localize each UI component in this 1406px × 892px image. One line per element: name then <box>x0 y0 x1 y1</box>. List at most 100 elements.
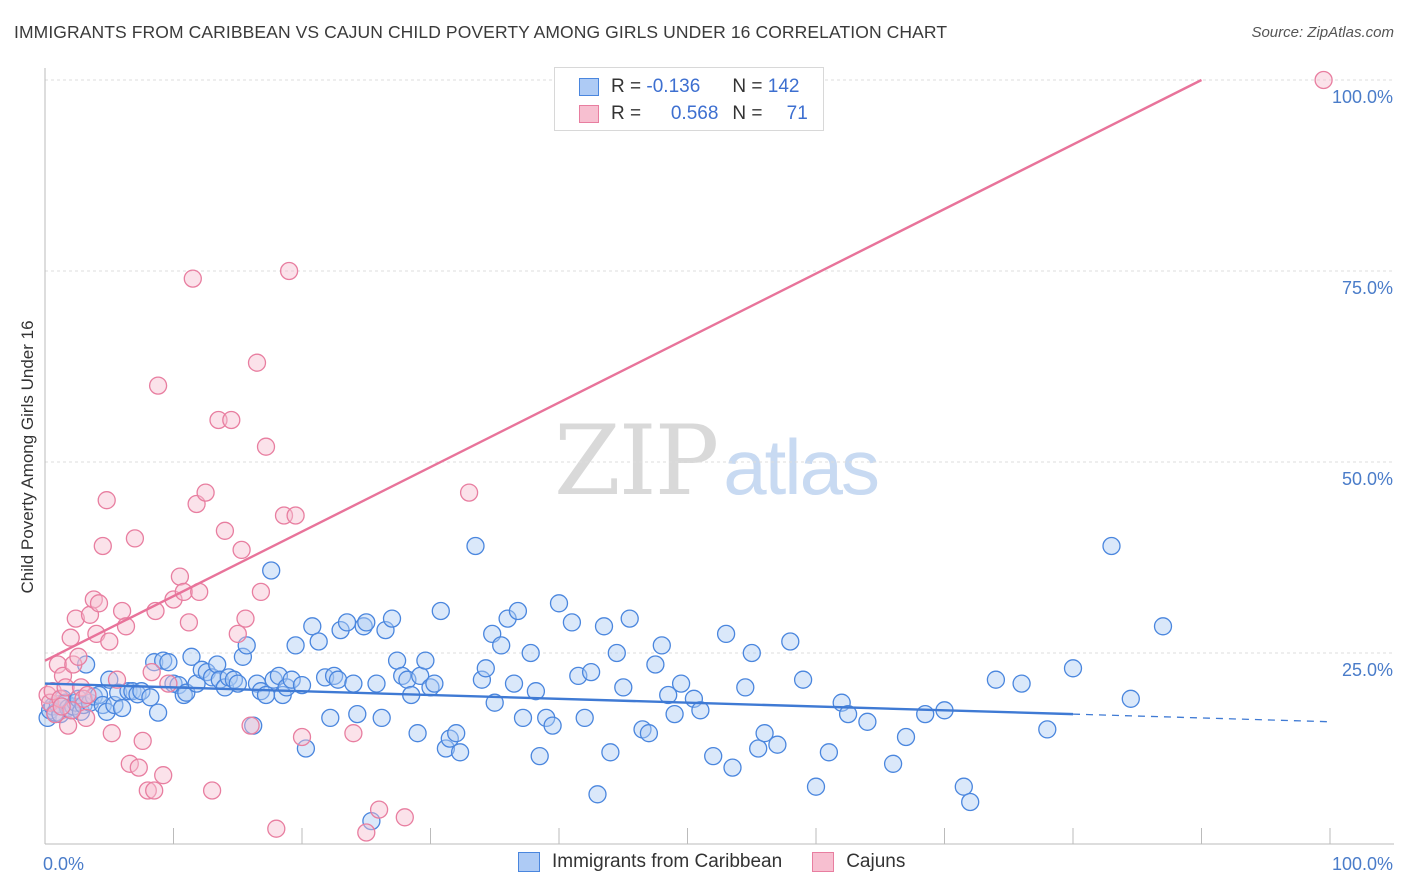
point-cajuns <box>357 823 376 842</box>
point-cajuns <box>93 536 112 556</box>
point-cajuns <box>48 655 68 674</box>
legend-n-value-caribbean: 142 <box>767 76 800 97</box>
legend-r-label: R = <box>611 103 642 124</box>
point-caribbean <box>581 662 601 682</box>
y-tick-label: 50.0% <box>1342 469 1393 489</box>
series-swatch-cajuns <box>812 852 835 872</box>
point-cajuns <box>142 662 161 682</box>
point-caribbean <box>916 704 935 724</box>
point-caribbean <box>387 651 407 670</box>
point-caribbean <box>607 643 626 663</box>
y-axis-title: Child Poverty Among Girls Under 16 <box>18 320 37 593</box>
series-legend: Immigrants from Caribbean Cajuns <box>518 851 935 873</box>
point-cajuns <box>154 766 173 785</box>
point-cajuns <box>395 808 414 827</box>
x-tick-label: 100.0% <box>1332 854 1393 874</box>
point-cajuns <box>107 670 127 689</box>
point-caribbean <box>282 670 301 689</box>
point-caribbean <box>262 561 281 580</box>
trend-line-caribbean <box>44 682 1074 716</box>
point-caribbean <box>896 727 916 747</box>
point-cajuns <box>69 647 88 666</box>
point-caribbean <box>344 674 363 693</box>
point-caribbean <box>954 777 973 796</box>
point-cajuns <box>292 727 312 747</box>
point-caribbean <box>671 674 691 693</box>
point-caribbean <box>367 674 386 693</box>
point-caribbean <box>768 735 787 754</box>
point-caribbean <box>716 624 736 644</box>
point-caribbean <box>1121 689 1140 708</box>
point-cajuns <box>286 506 305 525</box>
point-caribbean <box>781 632 800 651</box>
y-tick-label: 25.0% <box>1342 660 1393 680</box>
watermark-atlas: atlas <box>723 423 880 511</box>
point-caribbean <box>961 792 980 812</box>
point-cajuns <box>344 724 363 743</box>
point-cajuns <box>148 376 168 395</box>
point-caribbean <box>292 675 312 695</box>
point-caribbean <box>233 647 253 666</box>
legend-n-value-cajuns: 71 <box>786 103 808 124</box>
point-caribbean <box>100 670 119 689</box>
point-caribbean <box>594 617 614 636</box>
point-cajuns <box>196 483 215 502</box>
watermark-zip: ZIP <box>554 405 719 517</box>
x-tick-label: 0.0% <box>43 854 84 874</box>
series-legend-caribbean[interactable]: Immigrants from Caribbean <box>518 851 782 873</box>
point-caribbean <box>601 743 620 762</box>
point-cajuns <box>256 437 276 456</box>
point-caribbean <box>639 724 659 743</box>
point-caribbean <box>408 724 427 743</box>
point-caribbean <box>614 678 633 697</box>
point-caribbean <box>504 674 524 693</box>
point-cajuns <box>247 353 267 372</box>
y-tick-label: 100.0% <box>1332 87 1393 107</box>
point-cajuns <box>179 613 199 632</box>
point-caribbean <box>321 708 340 728</box>
point-cajuns <box>369 800 389 819</box>
point-cajuns <box>52 697 71 716</box>
point-cajuns <box>138 781 157 800</box>
source-label: Source: ZipAtlas.com <box>1251 24 1394 41</box>
point-caribbean <box>652 636 671 655</box>
point-cajuns <box>222 410 241 430</box>
series-name-caribbean: Immigrants from Caribbean <box>552 851 783 872</box>
legend-swatch-cajuns <box>579 105 599 123</box>
gridlines <box>45 79 1394 654</box>
legend-row-cajuns: R = 0.568 N = 71 <box>579 101 808 127</box>
legend-r-value-caribbean: -0.136 <box>646 76 701 97</box>
point-caribbean <box>1063 659 1083 678</box>
point-caribbean <box>858 712 877 731</box>
point-cajuns <box>100 632 119 651</box>
point-cajuns <box>279 261 299 281</box>
watermark: ZIPatlas <box>554 405 880 517</box>
point-caribbean <box>337 613 357 632</box>
point-caribbean <box>208 655 227 674</box>
legend-r-value-cajuns: 0.568 <box>670 103 719 124</box>
point-caribbean <box>328 670 348 689</box>
series-legend-cajuns[interactable]: Cajuns <box>812 851 905 873</box>
point-caribbean <box>691 701 710 720</box>
point-cajuns <box>236 609 255 628</box>
axis-labels: 25.0% 50.0% 75.0% 100.0% 0.0% 100.0% Child Pov… <box>18 87 1393 874</box>
series-swatch-caribbean <box>518 852 540 872</box>
point-caribbean <box>806 777 826 796</box>
y-tick-label: 75.0% <box>1342 278 1393 298</box>
axes <box>44 68 1394 845</box>
point-caribbean <box>986 670 1006 689</box>
point-caribbean <box>883 754 903 773</box>
trend-lines <box>44 78 1331 723</box>
point-cajuns <box>112 601 132 621</box>
point-caribbean <box>296 739 316 758</box>
point-cajuns <box>159 674 178 693</box>
point-caribbean <box>431 601 450 621</box>
point-cajuns <box>102 724 121 743</box>
point-cajuns <box>133 731 152 751</box>
point-caribbean <box>620 609 639 628</box>
point-caribbean <box>148 703 168 722</box>
point-caribbean <box>382 609 402 628</box>
point-caribbean <box>819 743 839 762</box>
point-caribbean <box>472 670 492 689</box>
data-points <box>38 70 1333 842</box>
